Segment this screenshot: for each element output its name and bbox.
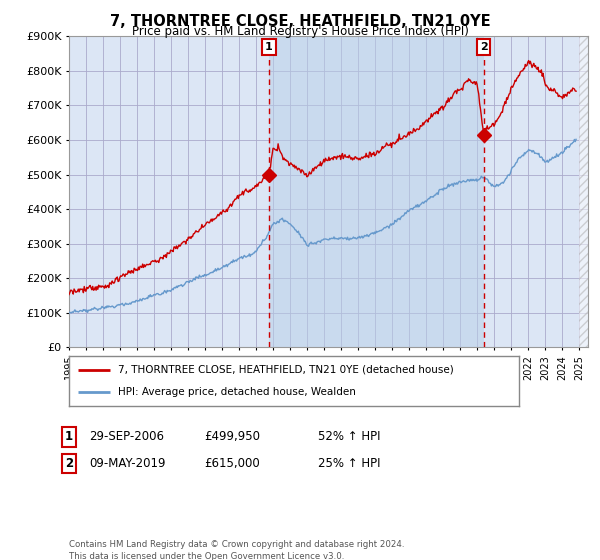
- Text: Price paid vs. HM Land Registry's House Price Index (HPI): Price paid vs. HM Land Registry's House …: [131, 25, 469, 38]
- Text: £499,950: £499,950: [204, 430, 260, 444]
- Text: 1: 1: [65, 430, 73, 444]
- Text: HPI: Average price, detached house, Wealden: HPI: Average price, detached house, Weal…: [119, 387, 356, 397]
- Bar: [269, 36, 484, 347]
- Text: 09-MAY-2019: 09-MAY-2019: [89, 457, 166, 470]
- Text: 1: 1: [265, 42, 273, 52]
- Text: 7, THORNTREE CLOSE, HEATHFIELD, TN21 0YE (detached house): 7, THORNTREE CLOSE, HEATHFIELD, TN21 0YE…: [119, 365, 454, 375]
- Text: 52% ↑ HPI: 52% ↑ HPI: [318, 430, 380, 444]
- Text: 2: 2: [479, 42, 487, 52]
- Text: £615,000: £615,000: [204, 457, 260, 470]
- Text: 7, THORNTREE CLOSE, HEATHFIELD, TN21 0YE: 7, THORNTREE CLOSE, HEATHFIELD, TN21 0YE: [110, 14, 490, 29]
- Text: Contains HM Land Registry data © Crown copyright and database right 2024.
This d: Contains HM Land Registry data © Crown c…: [69, 540, 404, 560]
- Text: 25% ↑ HPI: 25% ↑ HPI: [318, 457, 380, 470]
- Bar: [580, 36, 588, 347]
- Text: 2: 2: [65, 457, 73, 470]
- Text: 29-SEP-2006: 29-SEP-2006: [89, 430, 164, 444]
